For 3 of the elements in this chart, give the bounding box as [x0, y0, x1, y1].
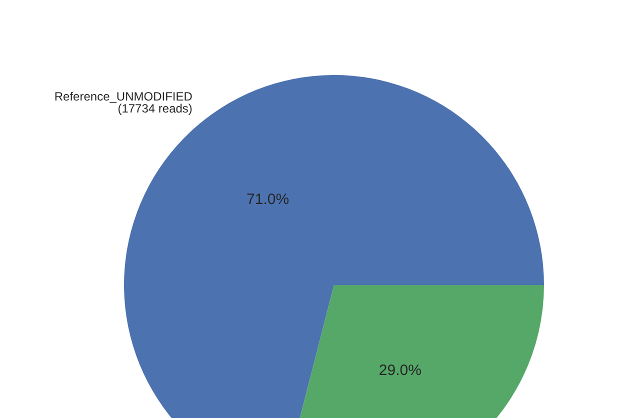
data-label: 29.0% — [378, 362, 422, 379]
data-label: 71.0% — [246, 191, 290, 208]
slice-label: Reference_UNMODIFIED (17734 reads) — [54, 89, 193, 116]
